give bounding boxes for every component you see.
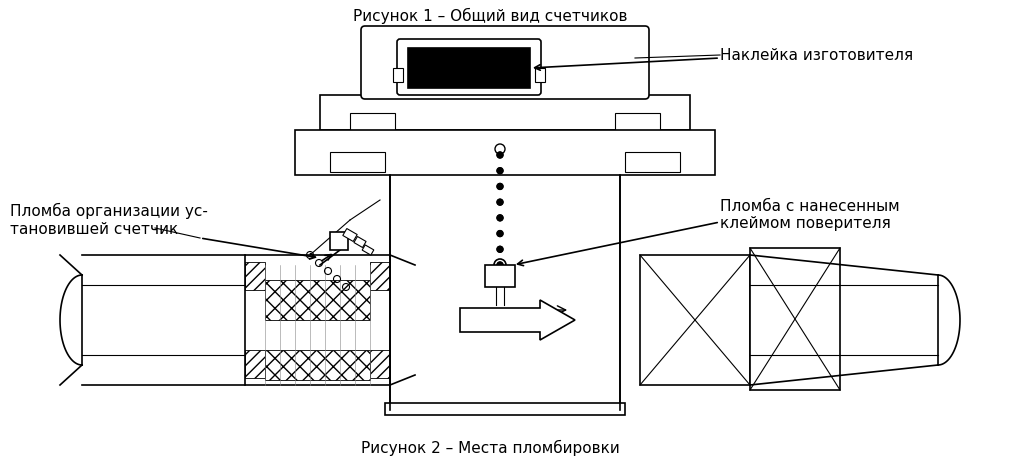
Circle shape — [497, 152, 503, 158]
Bar — [342, 229, 358, 242]
Circle shape — [497, 246, 503, 252]
Circle shape — [497, 168, 503, 174]
Bar — [393, 68, 403, 82]
Bar — [370, 350, 390, 378]
Bar — [485, 265, 515, 287]
Bar — [354, 237, 366, 248]
Circle shape — [497, 199, 503, 205]
FancyBboxPatch shape — [361, 26, 649, 99]
Bar — [245, 262, 265, 290]
Text: Пломба с нанесенным
клеймом поверителя: Пломба с нанесенным клеймом поверителя — [721, 199, 899, 231]
Bar — [265, 350, 370, 380]
Bar — [615, 113, 660, 130]
Circle shape — [497, 183, 503, 189]
Bar — [320, 95, 690, 130]
Bar — [640, 255, 750, 385]
Bar — [370, 262, 390, 290]
Circle shape — [497, 231, 503, 237]
Bar — [295, 130, 715, 175]
Bar — [362, 245, 374, 255]
Bar — [408, 48, 530, 88]
Bar — [245, 350, 265, 378]
Polygon shape — [460, 300, 575, 340]
Circle shape — [497, 215, 503, 221]
Bar — [330, 232, 349, 250]
FancyBboxPatch shape — [397, 39, 541, 95]
Bar — [750, 248, 840, 390]
Text: Наклейка изготовителя: Наклейка изготовителя — [721, 48, 913, 62]
Bar — [350, 113, 394, 130]
Bar — [245, 255, 390, 385]
Bar — [625, 152, 680, 172]
Bar — [535, 68, 545, 82]
Bar — [265, 280, 370, 320]
Bar — [390, 55, 620, 410]
Circle shape — [497, 262, 503, 268]
Bar — [330, 152, 385, 172]
Bar — [385, 403, 625, 415]
Text: Пломба организации ус-
тановившей счетчик: Пломба организации ус- тановившей счетчи… — [10, 203, 207, 237]
Text: Рисунок 2 – Места пломбировки: Рисунок 2 – Места пломбировки — [361, 440, 619, 456]
Text: Рисунок 1 – Общий вид счетчиков: Рисунок 1 – Общий вид счетчиков — [353, 8, 628, 24]
